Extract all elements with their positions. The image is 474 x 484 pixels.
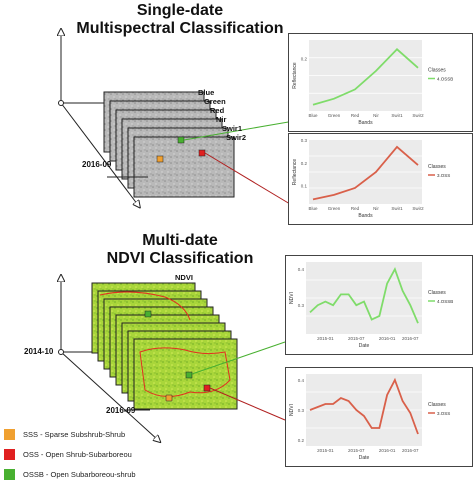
x-tick-label: 2015-07 bbox=[348, 448, 365, 453]
x-tick-label: Nir bbox=[373, 206, 379, 211]
top-connector-red bbox=[204, 152, 301, 211]
x-axis-label: Bands bbox=[358, 120, 373, 126]
band-label-blue: Blue bbox=[198, 88, 215, 97]
x-tick-label: Swir2 bbox=[412, 113, 424, 118]
chart-panel-3: 0.4 0.3 2015-01 2015-07 2016-01 2016-07 Date ND… bbox=[285, 255, 473, 355]
bottom-marker-sss bbox=[165, 394, 173, 402]
band-image-stack bbox=[103, 91, 235, 198]
x-tick-label: 2015-07 bbox=[348, 336, 365, 341]
bottom-connector-green bbox=[191, 341, 286, 375]
band-label-nir: Nir bbox=[216, 115, 227, 124]
legend-series-name: 4.OSSB bbox=[437, 299, 453, 304]
y-tick-label: 0.4 bbox=[298, 378, 305, 383]
chart-4: 0.4 0.3 0.2 2015-01 2015-07 2016-01 2016-07 Dat… bbox=[289, 374, 450, 461]
x-tick-label: Swir1 bbox=[391, 206, 403, 211]
y-tick-label: 0.3 bbox=[301, 138, 308, 143]
y-tick-label: 0.3 bbox=[298, 303, 305, 308]
top-marker-oss bbox=[198, 149, 206, 157]
band-label-green: Green bbox=[204, 97, 226, 106]
y-tick-label: 0.2 bbox=[301, 161, 308, 166]
chart-panel-2: 0.1 0.2 0.3 Blue Green Red Nir Swir1 Swir2 Bands R… bbox=[288, 133, 473, 225]
x-tick-label: Red bbox=[351, 113, 360, 118]
series-line bbox=[312, 48, 419, 106]
legend-item-oss: OSS - Open Shrub-Subarboreou bbox=[4, 449, 132, 460]
x-tick-label: Blue bbox=[308, 206, 318, 211]
y-tick-label: 0.2 bbox=[301, 57, 308, 62]
top-title: Single-date Multispectral Classification bbox=[60, 2, 300, 38]
band-label-swir1: Swir1 bbox=[222, 124, 243, 133]
legend-item-sss: SSS - Sparse Subshrub-Shrub bbox=[4, 429, 125, 440]
top-marker-sss bbox=[156, 155, 164, 163]
bottom-date-end-label: 2016-09 bbox=[106, 406, 136, 415]
x-tick-label: 2015-01 bbox=[317, 448, 334, 453]
x-axis-label: Date bbox=[359, 343, 370, 349]
x-tick-label: Green bbox=[328, 206, 341, 211]
x-tick-label: Blue bbox=[308, 113, 318, 118]
x-axis-label: Bands bbox=[358, 213, 373, 219]
y-axis-label: NDVI bbox=[289, 404, 295, 416]
y-tick-label: 0.1 bbox=[301, 184, 308, 189]
y-axis-label: Reflectance bbox=[292, 62, 298, 89]
bottom-title-line1: Multi-date bbox=[142, 232, 218, 249]
series-line bbox=[309, 377, 419, 435]
bottom-title-line2: NDVI Classification bbox=[106, 250, 254, 267]
legend-title: Classes bbox=[428, 68, 446, 74]
chart-1: 0.2 Blue Green Red Nir Swir1 Swir2 Bands Reflect… bbox=[292, 40, 453, 126]
chart-2: 0.1 0.2 0.3 Blue Green Red Nir Swir1 Swir2 Bands R… bbox=[292, 138, 450, 219]
x-tick-label: 2016-07 bbox=[402, 448, 419, 453]
x-tick-label: 2016-01 bbox=[379, 336, 396, 341]
x-tick-label: 2016-07 bbox=[402, 336, 419, 341]
legend-series-name: 3.OSS bbox=[437, 411, 450, 416]
x-tick-label: Nir bbox=[373, 113, 379, 118]
legend-item-ossb: OSSB - Open Subarboreou-shrub bbox=[4, 469, 136, 480]
legend-series-name: 3.OSS bbox=[437, 173, 450, 178]
y-axis-label: NDVI bbox=[289, 292, 295, 304]
ndvi-image-stack bbox=[91, 282, 238, 410]
bottom-title: Multi-date NDVI Classification bbox=[60, 232, 300, 268]
bottom-marker-ossb-back bbox=[144, 310, 152, 318]
legend-swatch-oss bbox=[4, 449, 15, 460]
legend-label-sss: SSS - Sparse Subshrub-Shrub bbox=[23, 430, 126, 439]
chart-panel-4: 0.4 0.3 0.2 2015-01 2015-07 2016-01 2016-07 Dat… bbox=[285, 367, 473, 467]
series-line bbox=[309, 266, 419, 324]
x-tick-label: Green bbox=[328, 113, 341, 118]
x-tick-label: 2016-01 bbox=[379, 448, 396, 453]
legend-title: Classes bbox=[428, 290, 446, 296]
band-label-red: Red bbox=[210, 106, 225, 115]
bottom-connector-red bbox=[209, 387, 286, 421]
x-tick-label: Swir2 bbox=[412, 206, 424, 211]
bottom-date-start-label: 2014-10 bbox=[24, 347, 54, 356]
y-tick-label: 0.4 bbox=[298, 267, 305, 272]
y-tick-label: 0.2 bbox=[298, 438, 305, 443]
top-connector-green bbox=[183, 119, 301, 141]
y-tick-label: 0.3 bbox=[298, 408, 305, 413]
band-label-swir2: Swir2 bbox=[226, 133, 247, 142]
series-line bbox=[312, 145, 419, 201]
ndvi-layer-label: NDVI bbox=[175, 273, 193, 282]
x-tick-label: 2015-01 bbox=[317, 336, 334, 341]
top-marker-ossb bbox=[177, 136, 185, 144]
legend-title: Classes bbox=[428, 164, 446, 170]
legend-title: Classes bbox=[428, 402, 446, 408]
chart-panel-1: 0.2 Blue Green Red Nir Swir1 Swir2 Bands Reflect… bbox=[288, 33, 473, 132]
legend-swatch-sss bbox=[4, 429, 15, 440]
legend-label-oss: OSS - Open Shrub-Subarboreou bbox=[23, 450, 132, 459]
x-tick-label: Swir1 bbox=[391, 113, 403, 118]
bottom-marker-ossb bbox=[185, 371, 193, 379]
legend-swatch-ossb bbox=[4, 469, 15, 480]
x-axis-label: Date bbox=[359, 455, 370, 461]
legend-label-ossb: OSSB - Open Subarboreou-shrub bbox=[23, 470, 136, 479]
top-title-line2: Multispectral Classification bbox=[76, 20, 284, 37]
top-title-line1: Single-date bbox=[136, 2, 224, 19]
y-axis-label: Reflectance bbox=[292, 159, 298, 186]
bottom-marker-oss bbox=[203, 384, 211, 392]
top-date-label: 2016-09 bbox=[82, 160, 112, 169]
legend-series-name: 4.OSSB bbox=[437, 77, 453, 82]
chart-3: 0.4 0.3 2015-01 2015-07 2016-01 2016-07 Date ND… bbox=[289, 262, 453, 349]
x-tick-label: Red bbox=[351, 206, 360, 211]
